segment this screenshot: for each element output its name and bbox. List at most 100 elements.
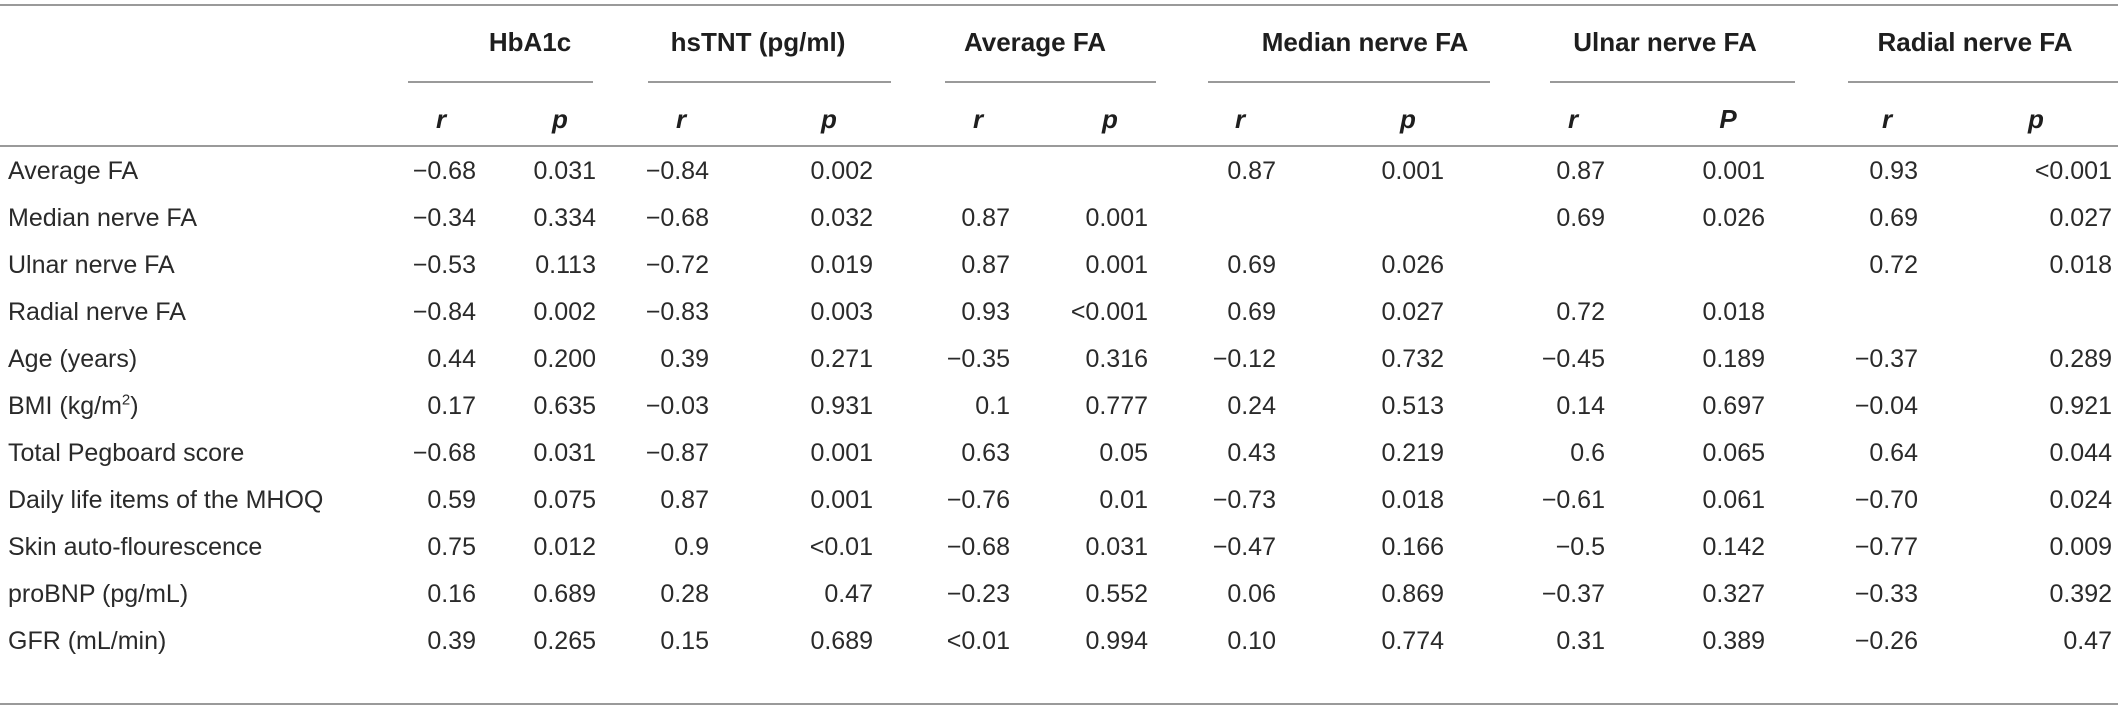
row-label-text: Average FA xyxy=(8,157,139,185)
cell-r-value: −0.37 xyxy=(1854,345,1918,373)
cell-r-value: 0.69 xyxy=(1556,204,1605,232)
cell-p-value: 0.027 xyxy=(1381,298,1444,326)
cell-p-value: 0.47 xyxy=(2063,627,2112,655)
table-row: Radial nerve FA −0.84 0.002 −0.83 0.003 0.93 <… xyxy=(0,289,2118,336)
cell-p-value xyxy=(1972,289,2112,336)
cell-p-value: 0.061 xyxy=(1702,486,1765,514)
cell-r-value: 0.87 xyxy=(1556,157,1605,185)
table-row: Total Pegboard score −0.68 0.031 −0.87 0.001… xyxy=(0,430,2118,477)
cell-r-value: 0.43 xyxy=(1227,439,1276,467)
row-label-text: Median nerve FA xyxy=(8,204,197,232)
cell-r-value xyxy=(870,148,1010,195)
cell-r-value: −0.68 xyxy=(946,533,1010,561)
cell-p-value: <0.001 xyxy=(1070,298,1148,326)
cell-r-value: −0.12 xyxy=(1212,345,1276,373)
row-label: Ulnar nerve FA xyxy=(8,242,175,289)
cell-r-value: 0.39 xyxy=(427,627,476,655)
row-label-text: Skin auto-flourescence xyxy=(8,533,263,561)
cell-r-value: −0.23 xyxy=(946,580,1010,608)
row-label-suffix: ) xyxy=(130,392,139,420)
row-label: Average FA xyxy=(8,148,138,195)
row-label-text: Total Pegboard score xyxy=(8,439,245,467)
row-label: Radial nerve FA xyxy=(8,289,186,336)
cell-r-value: −0.70 xyxy=(1854,486,1918,514)
cell-r-value: 0.87 xyxy=(660,486,709,514)
cell-p-value: 0.552 xyxy=(1085,580,1148,608)
cell-r-value: 0.24 xyxy=(1227,392,1276,420)
row-label-text: BMI (kg/m xyxy=(8,392,122,420)
cell-r-value: −0.68 xyxy=(412,439,476,467)
cell-r-value: −0.34 xyxy=(412,204,476,232)
cell-p-value: 0.001 xyxy=(1381,157,1444,185)
table-row: Median nerve FA −0.34 0.334 −0.68 0.032 0.87 0… xyxy=(0,195,2118,242)
cell-r-value: −0.83 xyxy=(645,298,709,326)
cell-p-value: 0.777 xyxy=(1085,392,1148,420)
cell-r-value: 0.93 xyxy=(961,298,1010,326)
cell-r-value xyxy=(1136,195,1276,242)
cell-r-value: −0.68 xyxy=(412,157,476,185)
row-label: Total Pegboard score xyxy=(8,430,244,477)
cell-r-value: −0.84 xyxy=(645,157,709,185)
row-label: proBNP (pg/mL) xyxy=(8,571,188,618)
cell-p-value: 0.001 xyxy=(1085,251,1148,279)
cell-r-value: 0.87 xyxy=(961,251,1010,279)
cell-p-value: 0.113 xyxy=(535,251,596,279)
cell-r-value: −0.76 xyxy=(946,486,1010,514)
cell-r-value: −0.84 xyxy=(412,298,476,326)
subheader-p: p xyxy=(1400,104,1416,134)
cell-p-value: 0.200 xyxy=(533,345,596,373)
cell-p-value: 0.689 xyxy=(810,627,873,655)
cell-r-value: −0.73 xyxy=(1212,486,1276,514)
cell-p-value: 0.732 xyxy=(1381,345,1444,373)
cell-p-value: 0.921 xyxy=(2049,392,2112,420)
subheader-p: p xyxy=(1102,104,1118,134)
cell-r-value: −0.04 xyxy=(1854,392,1918,420)
table-row: Age (years) 0.44 0.200 0.39 0.271 −0.35 0.316 −… xyxy=(0,336,2118,383)
cell-p-value: 0.635 xyxy=(533,392,596,420)
cell-r-value: 0.93 xyxy=(1869,157,1918,185)
table-header-rule xyxy=(0,145,2118,147)
cell-p-value: 0.002 xyxy=(533,298,596,326)
cell-r-value: −0.77 xyxy=(1854,533,1918,561)
column-group-rule xyxy=(945,81,1156,83)
cell-r-value: −0.72 xyxy=(645,251,709,279)
cell-p-value: 0.316 xyxy=(1085,345,1148,373)
cell-p-value: 0.031 xyxy=(533,157,596,185)
column-group-title: hsTNT (pg/ml) xyxy=(670,27,846,57)
cell-p-value: 0.265 xyxy=(533,627,596,655)
cell-r-value: −0.26 xyxy=(1854,627,1918,655)
cell-p-value: 0.931 xyxy=(810,392,873,420)
cell-p-value xyxy=(1304,195,1444,242)
table-row: Average FA −0.68 0.031 −0.84 0.002 0.87 0.001 0… xyxy=(0,148,2118,195)
cell-p-value: 0.024 xyxy=(2049,486,2112,514)
cell-p-value: 0.166 xyxy=(1381,533,1444,561)
cell-p-value: 0.513 xyxy=(1381,392,1444,420)
cell-r-value: 0.06 xyxy=(1227,580,1276,608)
subheader-r: r xyxy=(972,104,984,134)
row-label: GFR (mL/min) xyxy=(8,618,166,665)
cell-p-value: 0.001 xyxy=(810,486,873,514)
cell-r-value: 0.14 xyxy=(1556,392,1605,420)
subheader-p: p xyxy=(821,104,837,134)
cell-p-value: 0.389 xyxy=(1702,627,1765,655)
cell-p-value: 0.689 xyxy=(533,580,596,608)
column-group-title: Radial nerve FA xyxy=(1877,27,2073,57)
row-label: Skin auto-flourescence xyxy=(8,524,262,571)
cell-p-value: 0.018 xyxy=(1381,486,1444,514)
cell-p-value: 0.47 xyxy=(824,580,873,608)
cell-r-value: 0.17 xyxy=(427,392,476,420)
table-bottom-rule xyxy=(0,703,2118,705)
cell-p-value: 0.001 xyxy=(1085,204,1148,232)
column-group-title: Average FA xyxy=(963,27,1107,57)
cell-r-value: 0.72 xyxy=(1556,298,1605,326)
column-group-rule xyxy=(1550,81,1795,83)
cell-r-value: 0.15 xyxy=(660,627,709,655)
cell-p-value: 0.044 xyxy=(2049,439,2112,467)
cell-r-value xyxy=(1778,289,1918,336)
cell-p-value: 0.05 xyxy=(1099,439,1148,467)
column-group-rule xyxy=(1208,81,1490,83)
subheader-r: r xyxy=(435,104,447,134)
cell-r-value: 0.1 xyxy=(975,392,1010,420)
subheader-p: p xyxy=(2028,104,2044,134)
cell-p-value: <0.001 xyxy=(2034,157,2112,185)
